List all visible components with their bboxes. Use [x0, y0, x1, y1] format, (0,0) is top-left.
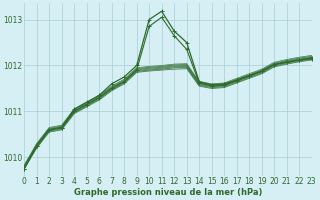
X-axis label: Graphe pression niveau de la mer (hPa): Graphe pression niveau de la mer (hPa): [74, 188, 262, 197]
